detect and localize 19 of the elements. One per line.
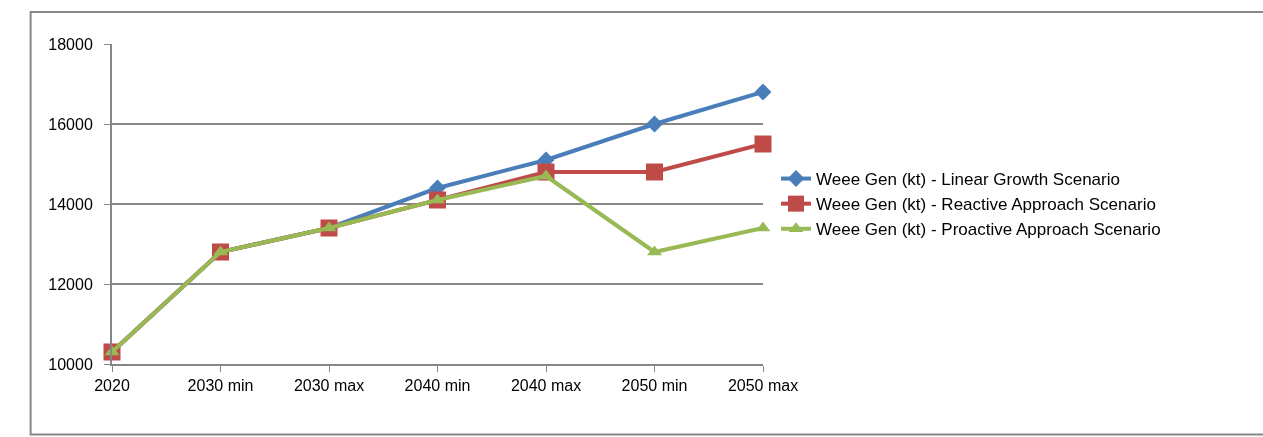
y-tick-label: 12000 [48, 275, 93, 293]
legend-label: Weee Gen (kt) - Linear Growth Scenario [816, 170, 1120, 190]
point [646, 163, 663, 181]
x-tick-label: 2040 min [404, 377, 471, 395]
point [754, 83, 772, 101]
x-tick-label: 2050 max [727, 377, 799, 395]
x-tick-label: 2050 min [621, 377, 688, 395]
y-tick-label: 14000 [48, 195, 93, 213]
y-tick-label: 18000 [48, 35, 93, 53]
y-tick-label: 10000 [48, 355, 93, 373]
x-tick-label: 2030 max [293, 377, 365, 395]
y-tick-label: 16000 [48, 115, 93, 133]
x-tick-label: 2030 min [187, 377, 254, 395]
legend-label: Weee Gen (kt) - Proactive Approach Scenario [816, 220, 1161, 240]
point [646, 115, 663, 133]
x-tick-label: 2040 max [510, 377, 582, 395]
point [754, 135, 772, 153]
legend-label: Weee Gen (kt) - Reactive Approach Scenario [816, 195, 1156, 215]
x-tick-label: 2020 [94, 377, 130, 395]
